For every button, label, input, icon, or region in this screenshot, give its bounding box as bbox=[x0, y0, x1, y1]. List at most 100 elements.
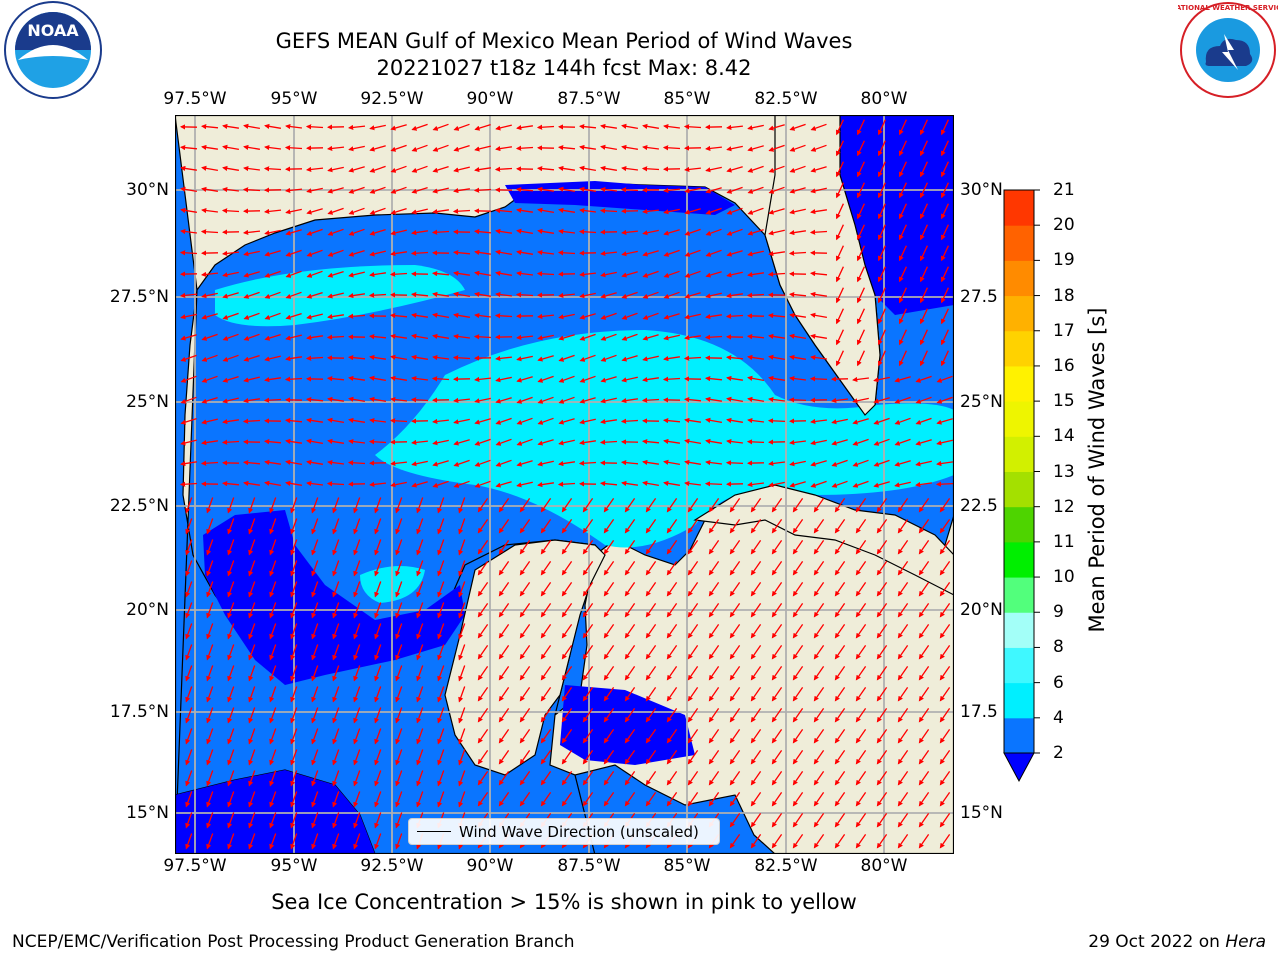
wind-arrow bbox=[852, 376, 869, 383]
wind-arrow bbox=[519, 708, 531, 723]
wind-arrow bbox=[264, 144, 281, 151]
wind-arrow bbox=[432, 291, 449, 297]
wind-arrow bbox=[603, 645, 615, 660]
wind-arrow bbox=[582, 603, 594, 618]
wind-arrow bbox=[369, 272, 386, 278]
colorbar-tick: 19 bbox=[1053, 250, 1075, 271]
colorbar bbox=[1003, 189, 1040, 783]
wind-arrow bbox=[222, 123, 239, 129]
wind-arrow bbox=[810, 480, 827, 488]
wind-arrow bbox=[620, 187, 639, 193]
wind-arrow bbox=[897, 687, 909, 702]
wind-arrow bbox=[558, 165, 575, 171]
wind-arrow bbox=[494, 313, 513, 319]
wind-arrow bbox=[940, 119, 949, 136]
wind-arrow bbox=[876, 624, 888, 639]
wind-arrow bbox=[368, 292, 387, 298]
wind-arrow bbox=[746, 334, 765, 340]
wind-arrow bbox=[603, 687, 615, 702]
wind-arrow bbox=[704, 376, 723, 382]
wind-arrow bbox=[747, 354, 764, 360]
wind-arrow bbox=[432, 144, 449, 152]
wind-arrow bbox=[940, 224, 949, 241]
wind-arrow bbox=[437, 518, 445, 535]
wind-arrow bbox=[603, 540, 615, 555]
wind-arrow bbox=[940, 245, 949, 262]
wind-arrow bbox=[516, 355, 533, 362]
lat-tick-right: 25°N bbox=[960, 392, 1003, 412]
wind-arrow bbox=[813, 582, 825, 597]
wind-arrow bbox=[200, 124, 219, 130]
wind-arrow bbox=[411, 375, 428, 382]
wind-arrow bbox=[768, 229, 785, 236]
wind-arrow bbox=[327, 438, 345, 444]
wind-arrow bbox=[683, 124, 702, 130]
wind-arrow bbox=[939, 624, 951, 639]
wind-arrow bbox=[374, 497, 382, 514]
wind-arrow bbox=[558, 228, 575, 235]
wind-arrow bbox=[621, 144, 639, 150]
wind-arrow bbox=[516, 376, 533, 383]
wind-arrow bbox=[666, 645, 678, 660]
wind-arrow bbox=[437, 497, 445, 514]
wind-arrow bbox=[666, 666, 678, 681]
wind-arrow bbox=[180, 228, 197, 235]
wind-arrow bbox=[222, 333, 239, 341]
wind-arrow bbox=[750, 708, 762, 723]
wind-arrow bbox=[432, 165, 449, 173]
wind-arrow bbox=[474, 270, 492, 277]
map-plot bbox=[175, 115, 954, 854]
wind-arrow bbox=[390, 333, 407, 339]
wind-arrow bbox=[369, 124, 386, 131]
wind-arrow bbox=[810, 418, 827, 425]
wind-arrow bbox=[558, 396, 575, 404]
wind-arrow bbox=[792, 708, 804, 723]
wind-arrow bbox=[789, 144, 806, 152]
wind-arrow bbox=[919, 119, 928, 136]
wind-arrow bbox=[368, 334, 387, 340]
wind-arrow bbox=[918, 687, 930, 702]
wind-arrow bbox=[578, 124, 597, 130]
wind-arrow bbox=[918, 666, 930, 681]
wind-arrow bbox=[813, 708, 825, 723]
wind-arrow bbox=[666, 687, 678, 702]
wind-arrow bbox=[939, 540, 951, 555]
lat-tick-left: 25°N bbox=[126, 392, 169, 412]
wind-arrow bbox=[179, 250, 198, 256]
wind-arrow bbox=[940, 287, 949, 304]
wind-arrow bbox=[348, 249, 365, 257]
lat-tick-left: 30°N bbox=[126, 180, 169, 200]
wind-arrow bbox=[579, 313, 596, 320]
wind-arrow bbox=[411, 165, 428, 173]
wind-arrow bbox=[705, 271, 722, 278]
wind-arrow bbox=[621, 312, 638, 320]
wind-arrow bbox=[645, 603, 657, 618]
wind-arrow bbox=[306, 417, 323, 423]
wind-arrow bbox=[264, 333, 281, 341]
wind-arrow bbox=[894, 396, 911, 404]
wind-arrow bbox=[792, 603, 804, 618]
wind-arrow bbox=[411, 186, 428, 194]
wind-arrow bbox=[835, 329, 844, 346]
wind-arrow bbox=[180, 439, 197, 446]
wind-arrow bbox=[579, 354, 596, 362]
wind-arrow bbox=[600, 397, 617, 404]
wind-arrow bbox=[789, 165, 806, 173]
wind-arrow bbox=[311, 581, 319, 598]
lon-tick-top: 97.5°W bbox=[163, 89, 227, 109]
wind-arrow bbox=[873, 397, 890, 404]
wind-arrow bbox=[747, 207, 764, 215]
wind-arrow bbox=[663, 291, 680, 299]
wind-arrow bbox=[936, 439, 953, 446]
wind-arrow bbox=[621, 376, 638, 383]
wind-arrow bbox=[473, 334, 492, 340]
wind-arrow bbox=[599, 481, 618, 487]
wind-arrow bbox=[687, 687, 699, 702]
wind-arrow bbox=[624, 603, 636, 618]
wind-arrow bbox=[473, 229, 492, 235]
wind-arrow bbox=[939, 666, 951, 681]
wind-arrow bbox=[432, 209, 449, 215]
wind-arrow bbox=[498, 708, 510, 723]
wind-arrow bbox=[897, 624, 909, 639]
lat-tick-left: 27.5°N bbox=[109, 287, 169, 307]
